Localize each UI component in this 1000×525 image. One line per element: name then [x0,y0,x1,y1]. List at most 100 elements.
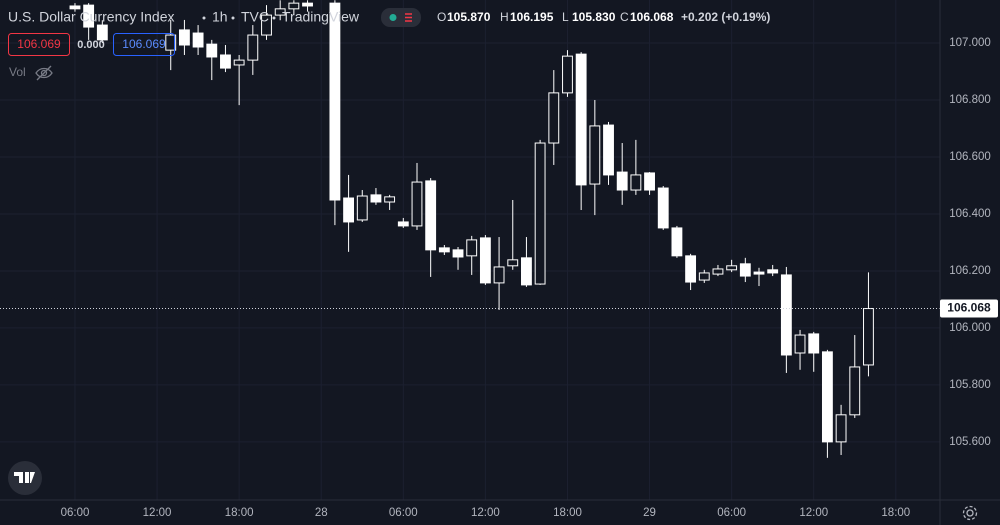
candle-body [83,4,95,28]
spread: 0.000 [77,39,105,51]
candle-body [479,237,491,284]
x-tick-label: 12:00 [471,507,500,519]
y-tick-label: 107.000 [949,37,991,49]
hide-volume-icon[interactable] [35,65,53,81]
candle-body [220,54,231,69]
candle-body [438,247,450,253]
candle-body [178,29,190,46]
y-tick-label: 106.400 [949,208,991,220]
sell-badge[interactable] [8,33,70,56]
candle-body [712,268,724,275]
candle-body [233,59,245,66]
x-tick-label: 18:00 [225,507,254,519]
candle-body [247,34,259,61]
candle-body [534,142,546,285]
symbol[interactable]: U.S. Dollar Currency Index [8,9,175,25]
candle-body [96,24,108,41]
candle-body [589,125,601,185]
axes: 105.600 105.800 106.000 106.200 106.400 106.6… [61,37,998,519]
candle-body [329,2,341,201]
candle-body [69,5,81,10]
candle-body [192,32,204,48]
candle-body [726,265,738,271]
candles [0,0,940,458]
market-open-dot [389,14,397,21]
x-tick-label: 29 [643,507,656,519]
ohlc-value: 105.870 [447,10,491,24]
candle-body [261,14,272,36]
ohlc-key: O [437,10,446,24]
ohlc-key: C [620,10,629,24]
candle-body [425,180,437,251]
candle-body [644,172,655,191]
candle-body [863,308,874,366]
candle-body [821,351,833,443]
candle-body [206,43,218,58]
candle-body [685,255,697,283]
x-tick-label: 06:00 [61,507,90,519]
candle-body [753,271,765,275]
status-icon [405,13,412,22]
candle-body [397,221,409,227]
x-tick-label: 06:00 [389,507,418,519]
candle-body [274,8,286,16]
status-pill[interactable] [381,8,421,27]
candle-body [780,274,792,356]
sell-price[interactable]: 106.069 [17,37,61,51]
candle-body [493,266,505,284]
candle-body [343,197,355,223]
x-tick-label: 06:00 [717,507,746,519]
ohlc-value: 106.068 [630,10,674,24]
candle-body [165,34,177,51]
separator [202,16,206,20]
ohlc-value: 106.195 [510,10,554,24]
change: +0.202 (+0.19%) [681,10,770,24]
last-price-box [940,299,998,318]
candle-body [302,2,313,7]
y-tick-label: 106.200 [949,265,991,277]
candle-body [411,181,423,227]
logo [14,472,35,483]
source: TradingView [282,9,360,25]
candle-body [452,249,464,258]
separator [231,16,235,20]
candle-body [630,174,642,191]
buy-badge[interactable] [113,33,175,56]
settings-icon[interactable] [962,505,978,521]
candle-body [739,263,751,277]
candle-body [562,55,573,94]
y-tick-label: 105.800 [949,379,991,391]
interval[interactable]: 1h [212,9,228,25]
candle-body [507,259,519,267]
y-tick-label: 106.000 [949,322,991,334]
candle-body [671,227,683,257]
volume-label: Vol [9,65,26,79]
ohlc-key: H [500,10,509,24]
candle-body [384,196,396,203]
x-tick-label: 18:00 [553,507,582,519]
ohlc-legend: O 105.870 H 106.195 L 105.830 C 106.068 [437,10,674,24]
candle-body [466,239,478,257]
last-price-label: 106.068 [947,301,991,315]
x-tick-label: 28 [315,507,328,519]
candle-body [370,194,382,203]
buy-price[interactable]: 106.069 [122,37,166,51]
candle-body [698,272,710,281]
candle-body [849,366,861,416]
x-tick-label: 18:00 [881,507,910,519]
y-tick-label: 106.600 [949,151,991,163]
candle-body [356,195,368,221]
candle-body [835,414,847,443]
candle-body [288,2,300,10]
separator [272,16,276,20]
x-tick-label: 12:00 [143,507,172,519]
ohlc-value: 105.830 [572,10,616,24]
ohlc-key: L [562,10,569,24]
candle-body [521,257,532,286]
x-tick-label: 12:00 [799,507,828,519]
candle-body [575,53,587,186]
y-tick-label: 105.600 [949,436,991,448]
candle-body [767,269,779,274]
